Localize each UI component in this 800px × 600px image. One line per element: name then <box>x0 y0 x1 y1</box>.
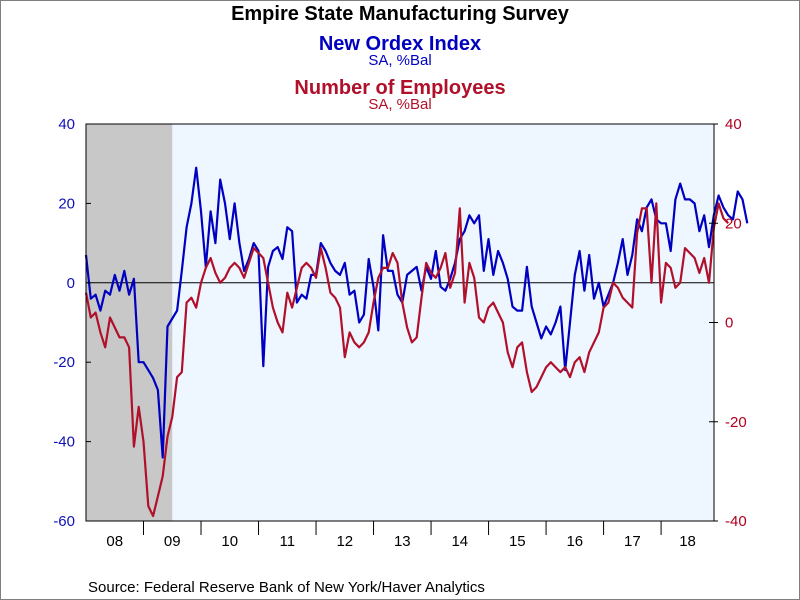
left-tick-label: -40 <box>53 434 75 451</box>
x-tick-label: 11 <box>279 533 295 550</box>
chart-title: Empire State Manufacturing Survey <box>231 3 569 25</box>
x-tick-label: 16 <box>566 533 583 550</box>
series-1-unit: SA, %Bal <box>368 52 432 69</box>
right-tick-label: 0 <box>725 315 733 332</box>
x-tick-label: 18 <box>679 533 696 550</box>
series-line-1 <box>84 166 749 459</box>
x-tick-label: 08 <box>106 533 123 550</box>
x-tick-label: 12 <box>336 533 353 550</box>
left-tick-label: 40 <box>58 116 75 133</box>
x-tick-label: 17 <box>624 533 641 550</box>
left-tick-label: -60 <box>53 513 75 530</box>
left-tick-label: 20 <box>58 195 75 212</box>
x-tick-label: 13 <box>394 533 411 550</box>
series-2-unit: SA, %Bal <box>368 96 432 113</box>
right-tick-label: 20 <box>725 215 742 232</box>
recession-shading <box>86 124 173 521</box>
source-note: Source: Federal Reserve Bank of New York… <box>88 579 485 596</box>
right-tick-label: -20 <box>725 414 747 431</box>
x-tick-label: 14 <box>451 533 468 550</box>
right-tick-label: 40 <box>725 116 742 133</box>
x-tick-label: 15 <box>509 533 526 550</box>
right-tick-label: -40 <box>725 513 747 530</box>
x-tick-label: 09 <box>164 533 181 550</box>
series-2-name: Number of Employees <box>294 77 506 99</box>
left-tick-label: 0 <box>67 275 75 292</box>
plot-area <box>86 124 714 521</box>
series-line-2 <box>84 202 729 518</box>
left-tick-label: -20 <box>53 354 75 371</box>
x-tick-label: 10 <box>221 533 238 550</box>
series-1-name: New Ordex Index <box>318 33 482 55</box>
